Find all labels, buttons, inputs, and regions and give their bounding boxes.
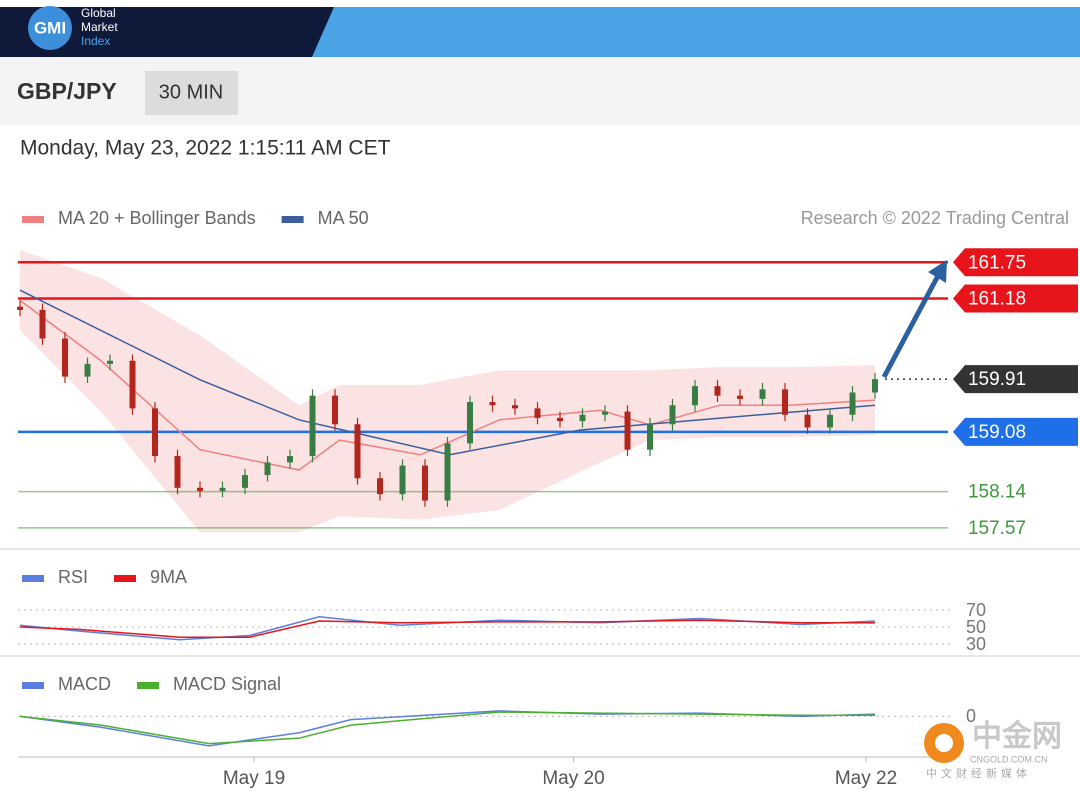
candle-body [512, 405, 518, 409]
candle-body [714, 386, 721, 396]
candle-body [242, 475, 248, 488]
candle-body [39, 309, 46, 339]
candle-body [377, 478, 383, 495]
watermark-logo-inner [935, 734, 953, 752]
watermark-site: CNGOLD.COM.CN [970, 754, 1048, 764]
candle-body [804, 414, 811, 428]
forecast-arrow-head [928, 260, 947, 283]
price-level-label: 158.14 [968, 482, 1027, 503]
candle-body [219, 487, 226, 491]
price-level-label: 159.91 [968, 369, 1026, 390]
price-level-box [953, 284, 1078, 313]
candle-body [579, 414, 586, 422]
legend-swatch [22, 575, 44, 582]
legend-label: MA 50 [318, 208, 369, 228]
watermark-tagline: 中文财经新媒体 [926, 766, 1031, 780]
legend-swatch [137, 682, 159, 689]
y-tick-label: 70 [966, 600, 986, 620]
brand-line: Global [81, 6, 116, 20]
price-level-box [953, 365, 1078, 394]
legend-label: 9MA [150, 567, 187, 587]
candle-body [354, 424, 361, 479]
candle-body [422, 465, 428, 501]
candle-body [602, 411, 608, 415]
legend-swatch [22, 216, 44, 223]
header-brand-bg [0, 7, 334, 57]
brand-line: Index [81, 34, 110, 48]
y-tick-label: 0 [966, 706, 976, 726]
datetime: Monday, May 23, 2022 1:15:11 AM CET [20, 137, 391, 160]
candle-body [737, 395, 743, 399]
legend-label: MA 20 + Bollinger Bands [58, 208, 256, 228]
logo-circle [28, 6, 72, 50]
x-tick-label: May 20 [542, 768, 604, 789]
forecast-arrow [881, 270, 943, 379]
y-tick-label: 30 [966, 634, 986, 654]
y-tick-label: 50 [966, 617, 986, 637]
candle-body [444, 443, 451, 501]
logo-text: GMI [34, 18, 66, 37]
bollinger-band [20, 250, 875, 533]
candle-body [399, 465, 406, 495]
price-level-label: 161.18 [968, 288, 1026, 309]
candle-body [287, 456, 293, 463]
candle-body [174, 456, 181, 488]
candle-body [782, 389, 788, 415]
candle-body [557, 417, 563, 422]
legend-swatch [281, 216, 304, 223]
legend-label: MACD Signal [173, 674, 281, 694]
candle-body [107, 360, 113, 364]
candle-body [332, 395, 338, 425]
interval-label: 30 MIN [159, 81, 223, 103]
indicator-line [19, 619, 875, 638]
legend-label: MACD [58, 674, 111, 694]
indicator-line [19, 711, 875, 745]
candle-body [669, 405, 676, 425]
candle-body [84, 363, 91, 377]
symbol: GBP/JPY [17, 78, 117, 104]
credit: Research © 2022 Trading Central [801, 208, 1069, 228]
legend-swatch [114, 575, 137, 582]
candle-body [62, 338, 68, 377]
candle-body [489, 402, 496, 406]
price-level-box [953, 248, 1078, 277]
candle-body [872, 379, 878, 393]
candle-body [759, 389, 766, 399]
candle-body [849, 392, 856, 415]
price-level-label: 161.75 [968, 252, 1026, 273]
price-level-label: 159.08 [968, 422, 1026, 443]
candle-body [647, 424, 653, 450]
candle-body [827, 414, 833, 428]
candle-body [467, 402, 473, 444]
plot: 161.75 161.18 159.91 159.08 158.14 157.57 MA 2… [17, 208, 1078, 789]
candle-body [264, 462, 271, 476]
candle-body [17, 306, 23, 310]
candle-body [152, 408, 158, 457]
price-level-box [953, 417, 1078, 446]
legend-swatch [22, 682, 44, 689]
legend-label: RSI [58, 567, 88, 587]
candle-body [534, 408, 541, 418]
brand-line: Market [81, 20, 118, 34]
x-tick-label: May 22 [835, 768, 897, 789]
candle-body [309, 395, 316, 457]
interval-button[interactable] [145, 71, 238, 115]
candle-body [129, 360, 136, 409]
candle-body [692, 386, 698, 406]
x-tick-label: May 19 [223, 768, 285, 789]
price-level-label: 157.57 [968, 518, 1026, 539]
candle-body [624, 411, 631, 450]
indicator-line [19, 299, 876, 471]
candle-body [197, 487, 203, 491]
watermark-name: 中金网 [972, 719, 1062, 753]
